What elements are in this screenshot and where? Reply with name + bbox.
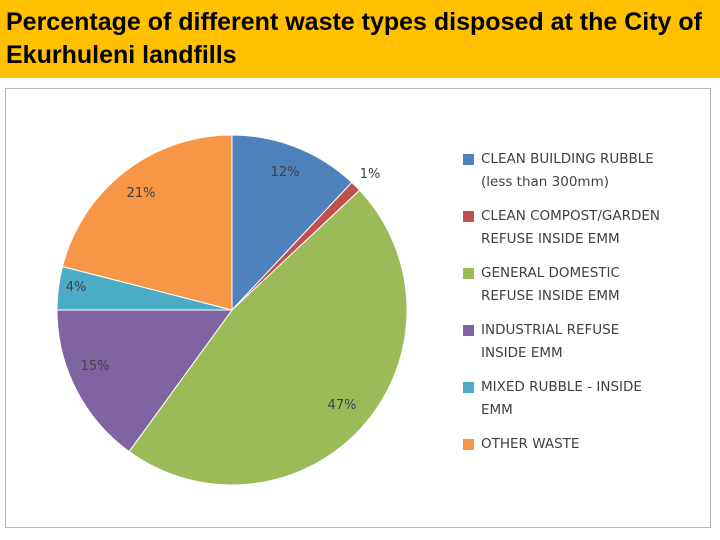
legend-label: INDUSTRIAL REFUSE <box>481 322 620 338</box>
legend-label: OTHER WASTE <box>481 436 580 452</box>
legend-label: CLEAN BUILDING RUBBLE <box>481 151 654 167</box>
legend-swatch-6 <box>463 439 474 450</box>
legend-label: REFUSE INSIDE EMM <box>481 231 620 247</box>
legend-swatch-2 <box>463 211 474 222</box>
slice-label-3: 47% <box>328 398 357 413</box>
legend-item-1: CLEAN BUILDING RUBBLE (less than 300mm) <box>463 148 713 194</box>
legend-item-2: CLEAN COMPOST/GARDEN REFUSE INSIDE EMM <box>463 205 713 251</box>
legend-label: EMM <box>481 402 513 418</box>
legend-swatch-4 <box>463 325 474 336</box>
pie-slice-4 <box>56 309 233 453</box>
legend-label: REFUSE INSIDE EMM <box>481 288 620 304</box>
legend-label: CLEAN COMPOST/GARDEN <box>481 208 661 224</box>
pie-slice-6 <box>61 134 233 311</box>
slice-label-6: 21% <box>127 186 156 201</box>
legend-swatch-1 <box>463 154 474 165</box>
pie-slice-3 <box>128 189 408 486</box>
legend-item-5: MIXED RUBBLE - INSIDE EMM <box>463 376 713 422</box>
slice-label-2: 1% <box>360 167 381 182</box>
legend-swatch-3 <box>463 268 474 279</box>
legend-label: MIXED RUBBLE - INSIDE <box>481 379 642 395</box>
slice-label-5: 4% <box>66 280 87 295</box>
title-bar: Percentage of different waste types disp… <box>0 0 720 78</box>
chart-title: Percentage of different waste types disp… <box>6 8 702 69</box>
pie-slice-1 <box>231 134 353 312</box>
legend-label: INSIDE EMM <box>481 345 563 361</box>
legend-item-4: INDUSTRIAL REFUSE INSIDE EMM <box>463 319 713 365</box>
legend: CLEAN BUILDING RUBBLE (less than 300mm) CL… <box>463 148 713 467</box>
slice-label-4: 15% <box>81 359 110 374</box>
legend-item-3: GENERAL DOMESTIC REFUSE INSIDE EMM <box>463 262 713 308</box>
legend-label: (less than 300mm) <box>481 174 609 190</box>
legend-label: GENERAL DOMESTIC <box>481 265 620 281</box>
legend-swatch-5 <box>463 382 474 393</box>
legend-item-6: OTHER WASTE <box>463 433 713 456</box>
slice-label-1: 12% <box>271 165 300 180</box>
